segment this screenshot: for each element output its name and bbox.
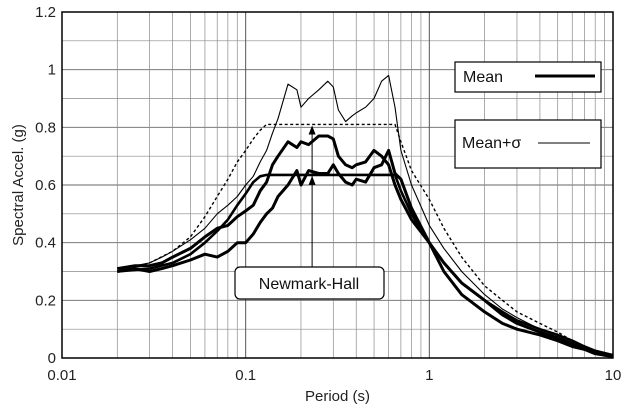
x-tick-label: 10 [605, 367, 622, 384]
y-tick-label: 0 [48, 350, 56, 367]
y-tick-label: 0.2 [35, 292, 56, 309]
annotations: Newmark-Hall [234, 125, 385, 300]
series-line-newmark-hall [117, 173, 614, 357]
series-line-thick [117, 134, 614, 358]
x-tick-labels: 0.01 0.1 1 10 [47, 367, 621, 384]
y-tick-label: 0.6 [35, 177, 56, 194]
y-tick-label: 1.2 [35, 4, 56, 21]
arrow-head-upper [308, 125, 316, 135]
x-tick-label: 1 [425, 367, 433, 384]
legend: Mean Mean+σ [454, 61, 602, 169]
legend-label-mean-plus-sigma: Mean+σ [462, 135, 521, 152]
y-axis-title: Spectral Accel. (g) [10, 124, 27, 246]
newmark-hall-label: Newmark-Hall [259, 276, 359, 293]
x-tick-label: 0.01 [47, 367, 76, 384]
legend-label-mean: Mean [463, 69, 503, 86]
legend-box-mean-plus-sigma [454, 119, 602, 169]
y-tick-label: 0.8 [35, 119, 56, 136]
y-tick-label: 0.4 [35, 235, 56, 252]
arrow-head-lower [308, 175, 316, 185]
grid [62, 12, 613, 358]
series-line-dashed [117, 123, 614, 356]
x-tick-label: 0.1 [235, 367, 256, 384]
y-tick-label: 1 [48, 62, 56, 79]
x-axis-title: Period (s) [305, 388, 370, 405]
y-tick-labels: 0 0.2 0.4 0.6 0.8 1 1.2 [35, 4, 56, 367]
plot-frame [61, 11, 614, 359]
series-layer [117, 74, 614, 359]
series-line-thin [117, 74, 614, 356]
series-line-thick [117, 148, 614, 359]
newmark-hall-label-box [234, 266, 385, 300]
